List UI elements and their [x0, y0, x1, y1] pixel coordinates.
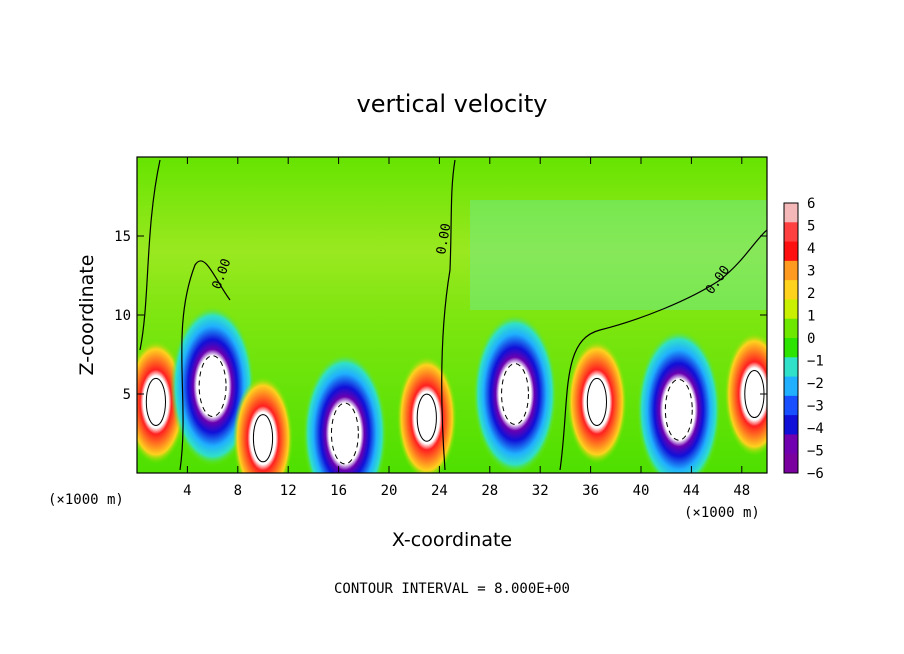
colorbar-label-1: 5: [807, 219, 815, 235]
cell-contour-7: [664, 378, 693, 441]
x-unit-label-left: (×1000 m): [48, 492, 124, 508]
colorbar-label-2: 4: [807, 241, 815, 257]
x-tick-label-48: 48: [733, 483, 750, 499]
zero-contour-line-1: [179, 260, 231, 471]
colorbar-swatch-0: [784, 203, 798, 223]
contour-label-1: 0.00: [434, 222, 454, 255]
cell-updraft-2: [233, 376, 293, 473]
colorbar-swatch-10: [784, 395, 798, 416]
y-tick-label-5: 5: [123, 387, 131, 403]
y-axis-label: Z-coordinate: [76, 255, 98, 376]
cell-downdraft-3: [302, 353, 387, 473]
cell-contour-3: [330, 402, 359, 465]
cell-updraft-8: [724, 332, 767, 456]
cell-contour-4: [416, 393, 437, 442]
colorbar-label-6: 0: [807, 331, 815, 347]
colorbar-swatch-5: [784, 299, 798, 320]
cell-contour-2: [252, 414, 274, 463]
x-tick-label-36: 36: [582, 483, 599, 499]
colorbar-label-8: −2: [807, 376, 824, 392]
cell-downdraft-7: [636, 329, 721, 473]
colorbar-label-9: −3: [807, 399, 824, 415]
colorbar-swatch-11: [784, 415, 798, 435]
cell-contour-6: [586, 377, 608, 426]
x-tick-label-24: 24: [431, 483, 448, 499]
colorbar-swatch-3: [784, 260, 798, 281]
x-tick-label-8: 8: [234, 483, 242, 499]
x-tick-label-32: 32: [532, 483, 549, 499]
x-axis: 4 8 12 16 20 24 28 32 36 40 44 48: [183, 157, 750, 499]
cell-updraft-6: [566, 339, 627, 464]
cell-contour-5: [501, 363, 529, 425]
zero-contour-line-0: [139, 159, 161, 351]
colorbar-label-4: 2: [807, 286, 815, 302]
cell-downdraft-5: [473, 314, 557, 473]
y-tick-label-10: 10: [114, 308, 131, 324]
colorbar-label-10: −4: [807, 421, 824, 437]
x-tick-label-16: 16: [330, 483, 347, 499]
colorbar-swatch-6: [784, 318, 798, 339]
colorbar-swatch-2: [784, 241, 798, 262]
colorbar-label-7: −1: [807, 354, 824, 370]
y-axis: 5 10 15: [114, 229, 767, 403]
upper-cyan-region: [470, 200, 767, 310]
cell-updraft-4: [396, 355, 457, 473]
cell-contour-0: [145, 377, 166, 426]
colorbar-label-11: −5: [807, 444, 824, 460]
colorbar-swatch-1: [784, 222, 798, 243]
colorbar-label-12: −6: [807, 466, 824, 482]
colorbar-frame: [783, 202, 799, 474]
plot-area: 0.000.000.00: [137, 157, 767, 473]
colorbar-label-5: 1: [807, 309, 815, 325]
x-axis-label: X-coordinate: [392, 529, 512, 551]
x-tick-label-12: 12: [280, 483, 297, 499]
colorbar-swatch-13: [784, 453, 798, 474]
x-tick-label-40: 40: [633, 483, 650, 499]
colorbar-swatch-12: [784, 434, 798, 455]
contour-interval-text: CONTOUR INTERVAL = 8.000E+00: [334, 581, 570, 597]
zero-contour-line-2: [441, 159, 456, 471]
zero-contour-line-3: [559, 229, 767, 471]
colorbar-label-3: 3: [807, 264, 815, 280]
colorbar-swatch-8: [784, 357, 798, 378]
colorbar-swatch-4: [784, 280, 798, 300]
y-tick-label-15: 15: [114, 229, 131, 245]
x-tick-label-44: 44: [683, 483, 700, 499]
colorbar-label-0: 6: [807, 196, 815, 212]
x-unit-label-right: (×1000 m): [684, 505, 760, 521]
cell-contour-1: [198, 355, 227, 418]
colorbar-swatch-7: [784, 338, 798, 358]
x-tick-label-4: 4: [183, 483, 191, 499]
x-tick-label-20: 20: [381, 483, 398, 499]
x-tick-label-28: 28: [481, 483, 498, 499]
colorbar-swatch-9: [784, 376, 798, 397]
chart-title: vertical velocity: [357, 90, 548, 118]
colorbar: 6 5 4 3 2 1 0 −1 −2 −3 −4 −5 −6: [783, 196, 824, 482]
